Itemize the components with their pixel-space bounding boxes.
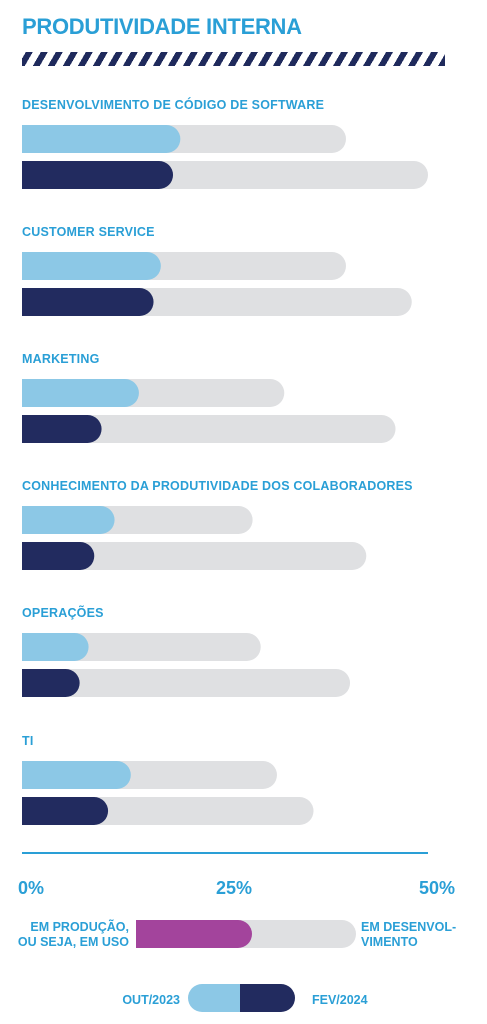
bar-out-2023-producao [22, 506, 115, 534]
title-stripes [22, 52, 445, 66]
bar-fev-2024-producao [22, 288, 154, 316]
bar-out-2023-producao [22, 125, 181, 153]
bar-fev-2024-producao [22, 542, 95, 570]
legend-producao-bar [136, 920, 252, 948]
bar-fev-2024-producao [22, 669, 80, 697]
bar-out-2023-producao [22, 633, 89, 661]
category-label: MARKETING [22, 352, 100, 366]
legend-fev-label: FEV/2024 [312, 993, 368, 1007]
legend-desenvolvimento-label: VIMENTO [361, 935, 418, 949]
bar-fev-2024-desenvolvimento [22, 542, 367, 570]
category-label: OPERAÇÕES [22, 605, 104, 620]
category-label: DESENVOLVIMENTO DE CÓDIGO DE SOFTWARE [22, 97, 324, 112]
legend-desenvolvimento-label: EM DESENVOL- [361, 920, 456, 934]
legend-producao-label: EM PRODUÇÃO, [30, 919, 129, 934]
legend-producao-label: OU SEJA, EM USO [18, 935, 129, 949]
bar-out-2023-producao [22, 761, 131, 789]
legend-out-swatch [188, 984, 240, 1012]
x-tick-label: 0% [18, 878, 44, 898]
bar-fev-2024-producao [22, 161, 174, 190]
x-tick-label: 50% [419, 878, 455, 898]
legend-fev-swatch [240, 984, 295, 1012]
category-label: CUSTOMER SERVICE [22, 225, 155, 239]
legend-out-label: OUT/2023 [122, 993, 180, 1007]
category-label: CONHECIMENTO DA PRODUTIVIDADE DOS COLABO… [22, 479, 413, 493]
bar-out-2023-producao [22, 379, 139, 407]
x-tick-label: 25% [216, 878, 252, 898]
bar-fev-2024-producao [22, 415, 102, 443]
category-label: TI [22, 734, 34, 748]
bar-fev-2024-desenvolvimento [22, 415, 396, 443]
chart-title: PRODUTIVIDADE INTERNA [22, 14, 302, 39]
bar-out-2023-producao [22, 252, 161, 280]
bar-fev-2024-producao [22, 797, 109, 825]
bar-fev-2024-desenvolvimento [22, 669, 351, 697]
